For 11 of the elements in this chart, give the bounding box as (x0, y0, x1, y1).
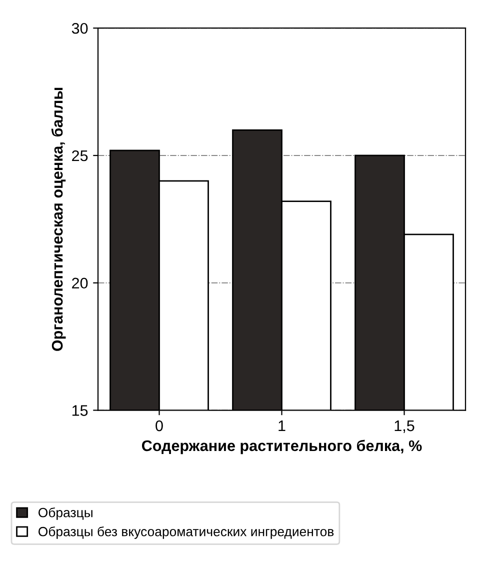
y-axis-title: Органолептическая оценка, баллы (51, 88, 66, 351)
x-axis-title: Содержание растительного белка, % (142, 440, 422, 454)
x-tick-label: 1,5 (394, 420, 414, 434)
x-tick-label: 0 (156, 420, 163, 432)
y-tick-label: 30 (72, 22, 88, 34)
legend-label: Образцы (38, 507, 92, 520)
x-tick-label: 1 (278, 420, 286, 432)
y-tick-label: 20 (72, 278, 88, 289)
y-tick-label: 25 (72, 150, 88, 162)
y-tick-label: 15 (72, 405, 88, 416)
legend-label: Образцы без вкусоароматических ингредиентов (38, 526, 334, 539)
